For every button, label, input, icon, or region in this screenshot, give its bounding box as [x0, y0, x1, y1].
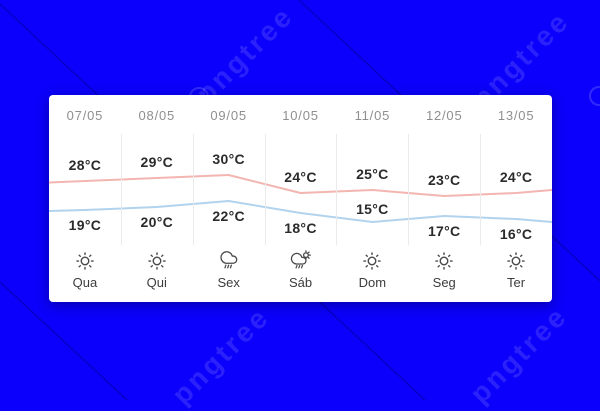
forecast-column: 13/05 Ter: [480, 95, 552, 302]
sun-icon: [480, 250, 552, 274]
day-label: Sex: [217, 275, 240, 290]
date-label: 08/05: [138, 108, 176, 123]
sun-icon: [336, 250, 408, 274]
day-label: Qua: [72, 275, 98, 290]
day-label: Dom: [358, 275, 387, 290]
forecast-column: 07/05 Qua: [49, 95, 121, 302]
forecast-column: 09/05 Sex: [192, 95, 265, 302]
sun-icon: [121, 250, 193, 274]
forecast-column: 10/05 Sáb: [264, 95, 337, 302]
sun-icon: [49, 250, 121, 274]
watermark-circle-icon: [589, 86, 600, 106]
day-label: Ter: [507, 275, 526, 290]
watermark-text: pngtree: [463, 299, 574, 410]
sun-icon: [408, 250, 480, 274]
forecast-column: 12/05 Seg: [408, 95, 480, 302]
forecast-column: 11/05 Dom: [336, 95, 408, 302]
rain-icon: [193, 250, 265, 274]
forecast-column: 08/05 Qui: [120, 95, 193, 302]
date-label: 10/05: [282, 108, 319, 123]
forecast-card: 07/05 Qua 08/05 Qui 09/05 Sex 10/05 Sáb 11/05 Dom…: [49, 95, 552, 302]
date-label: 09/05: [210, 108, 247, 123]
watermark-text: pngtree: [189, 0, 300, 110]
day-label: Sáb: [288, 275, 313, 290]
sun-rain-icon: [265, 250, 337, 274]
date-label: 07/05: [66, 108, 104, 123]
date-label: 12/05: [425, 108, 463, 123]
date-label: 13/05: [497, 108, 535, 123]
day-label: Qui: [146, 275, 167, 290]
day-label: Seg: [432, 275, 456, 290]
date-label: 11/05: [354, 108, 391, 123]
forecast-columns: 07/05 Qua 08/05 Qui 09/05 Sex 10/05 Sáb 11/05 Dom…: [49, 95, 552, 302]
watermark-text: pngtree: [165, 300, 276, 411]
